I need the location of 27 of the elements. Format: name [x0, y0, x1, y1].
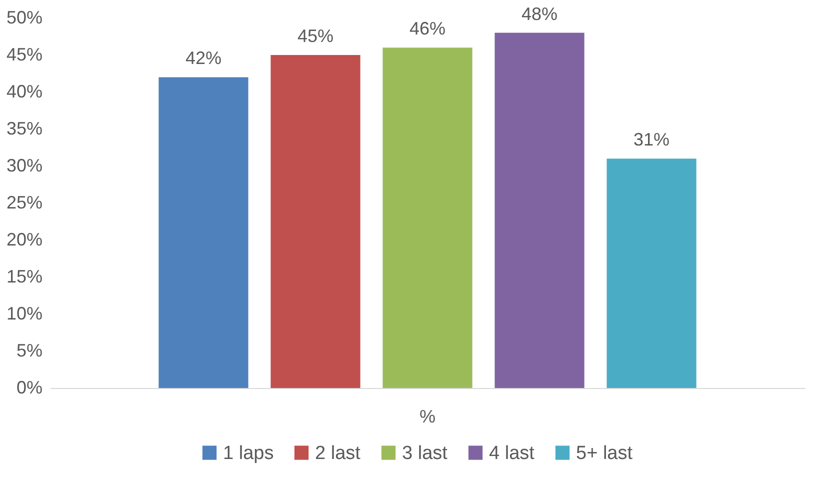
y-tick-label: 10%: [6, 304, 42, 324]
y-tick-label: 25%: [6, 192, 42, 212]
data-label: 42%: [185, 48, 222, 68]
y-tick-label: 20%: [6, 230, 42, 250]
bar: [606, 158, 696, 388]
data-label: 45%: [297, 26, 334, 46]
y-tick-label: 30%: [6, 156, 42, 176]
bar: [270, 55, 360, 388]
legend-label: 5+ last: [576, 442, 634, 464]
y-tick-label: 15%: [6, 266, 42, 286]
y-tick-label: 40%: [6, 82, 42, 102]
y-tick-label: 5%: [16, 340, 42, 360]
y-tick-label: 0%: [16, 378, 42, 398]
x-tick-label: %: [419, 406, 436, 426]
data-label: 46%: [409, 18, 446, 39]
y-tick-label: 50%: [6, 8, 42, 28]
legend-label: 4 last: [489, 442, 536, 464]
bar: [158, 77, 248, 388]
data-label: 48%: [522, 4, 558, 24]
y-tick-label: 45%: [6, 44, 42, 64]
y-tick-label: 35%: [6, 118, 42, 138]
bar: [382, 48, 472, 388]
data-label: 31%: [634, 130, 670, 150]
legend-label: 1 laps: [223, 442, 274, 464]
bar: [494, 32, 584, 388]
legend-label: 3 last: [402, 442, 448, 464]
legend-label: 2 last: [315, 442, 362, 464]
